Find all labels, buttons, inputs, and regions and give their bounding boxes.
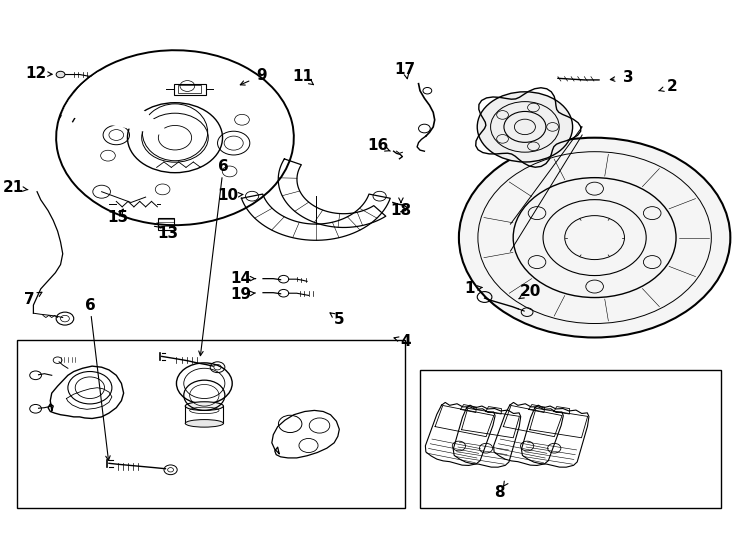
Text: 7: 7 — [24, 292, 35, 307]
Text: 21: 21 — [3, 180, 24, 195]
Bar — [158, 218, 174, 230]
Bar — [173, 84, 206, 94]
Text: 6: 6 — [84, 298, 95, 313]
Ellipse shape — [185, 420, 223, 427]
Text: 4: 4 — [401, 334, 411, 349]
Circle shape — [459, 138, 730, 338]
Bar — [420, 370, 721, 508]
Text: 18: 18 — [390, 203, 412, 218]
Text: 2: 2 — [667, 79, 677, 94]
Text: 8: 8 — [494, 485, 504, 500]
Text: 13: 13 — [157, 226, 178, 241]
Text: 5: 5 — [334, 312, 345, 327]
Text: 16: 16 — [367, 138, 388, 153]
Text: 15: 15 — [107, 210, 128, 225]
Circle shape — [477, 92, 573, 162]
Text: 10: 10 — [217, 188, 239, 203]
Text: 1: 1 — [465, 281, 475, 296]
Wedge shape — [62, 71, 175, 138]
Text: 12: 12 — [25, 66, 46, 81]
Text: 6: 6 — [218, 159, 229, 174]
Bar — [178, 85, 201, 93]
Text: 19: 19 — [230, 287, 252, 302]
Text: 9: 9 — [256, 68, 267, 83]
Text: 11: 11 — [292, 69, 313, 84]
Text: 14: 14 — [230, 271, 252, 286]
Text: 3: 3 — [623, 70, 633, 85]
Text: 20: 20 — [520, 284, 541, 299]
Circle shape — [56, 71, 65, 78]
Ellipse shape — [185, 402, 223, 410]
Text: 17: 17 — [395, 62, 416, 77]
Bar — [17, 340, 405, 508]
